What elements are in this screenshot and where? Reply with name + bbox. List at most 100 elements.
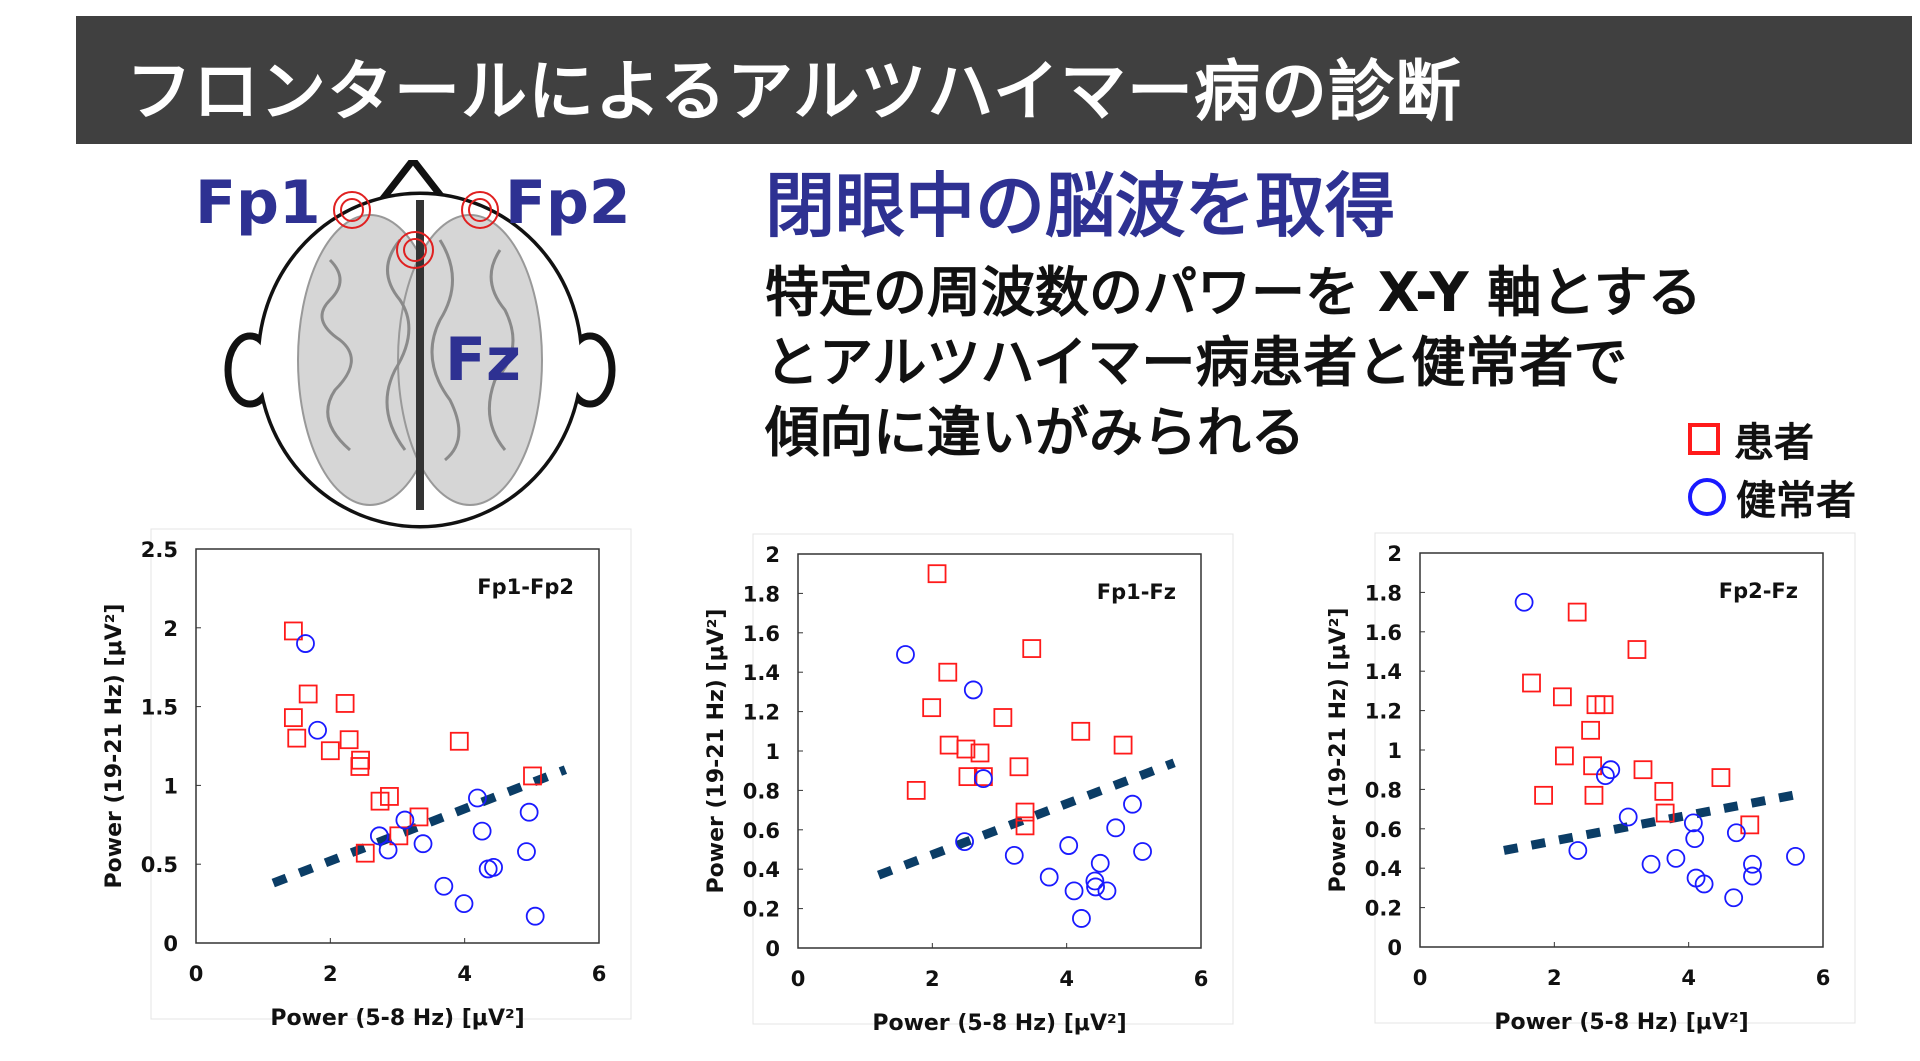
healthy-point [1685,829,1705,849]
healthy-point [1097,881,1117,901]
patient-point [922,698,942,718]
y-tick-label: 0 [163,932,178,956]
y-tick-label: 1.6 [1365,621,1402,645]
plot-area [1419,552,1824,948]
patient-point [1071,721,1091,741]
legend-item-healthy: 健常者 [1688,468,1856,526]
healthy-point [1595,766,1615,786]
healthy-point [395,810,415,830]
y-tick-label: 0 [1387,936,1402,960]
electrode-markers [333,191,499,269]
healthy-point [1568,841,1588,860]
patient-point [927,564,947,584]
description-line: とアルツハイマー病患者と健常者で [765,331,1628,394]
patient-point [1583,756,1603,776]
healthy-point [1514,592,1534,612]
patient-point [1594,695,1614,715]
patient-point [449,731,469,751]
y-tick-label: 1.2 [743,701,780,725]
healthy-point [1743,854,1762,874]
healthy-point [963,680,983,700]
healthy-point [1724,888,1744,908]
description-line: 特定の周波数のパワーを X-Y 軸とする [765,261,1702,324]
patient-point [355,843,375,863]
description-line: 傾向に違いがみられる [765,401,1305,464]
y-tick-label: 0.2 [1365,897,1402,921]
y-tick-label: 1 [1387,739,1402,763]
healthy-point [472,821,492,841]
y-tick-label: 0.6 [743,819,780,843]
y-tick-label: 0 [765,937,780,961]
healthy-point [519,802,539,822]
patient-point [287,728,307,748]
patient-point [523,766,542,786]
healthy-point [1743,866,1762,886]
legend: 患者 健常者 [1688,410,1856,526]
healthy-point [296,634,315,653]
patient-point [1555,746,1574,766]
healthy-point [1618,807,1638,827]
patient-point [906,780,926,800]
electrode-label-fz: Fz [445,325,521,395]
y-tick-label: 0.6 [1365,818,1402,842]
decision-boundary-line [271,765,568,888]
patient-point [283,621,303,641]
decision-boundary-line [1503,790,1794,855]
square-marker-icon [1688,423,1720,455]
healthy-point [1059,836,1079,855]
plot-area [195,548,600,944]
healthy-point [468,788,487,808]
patient-point [1711,768,1731,787]
patient-point [1581,720,1601,740]
healthy-point [308,720,327,740]
y-axis-label: Power (19-21 Hz) [μV²] [1326,608,1351,893]
x-axis-label: Power (5-8 Hz) [μV²] [1494,1010,1748,1035]
patient-point [956,739,976,759]
patient-point [1113,735,1133,755]
patient-point [283,708,303,728]
y-tick-label: 1.8 [1365,581,1402,605]
healthy-point [973,769,993,788]
healthy-point [1039,867,1059,887]
y-tick-label: 1 [765,740,780,764]
chart-fp1-fp2: 0 2 4 6 0 0.5 1 1.5 2 2.5 Fp1-Fp2 Power (5-8 Hz) [μ… [102,528,669,1031]
healthy-point [1666,848,1686,868]
y-tick-label: 2 [765,543,780,567]
y-tick-label: 1.2 [1365,700,1402,724]
x-tick-label: 6 [1194,967,1209,991]
x-tick-label: 2 [323,962,338,986]
y-tick-label: 2.5 [141,538,178,562]
x-tick-label: 6 [1816,966,1831,990]
patient-point [1522,673,1541,693]
y-tick-label: 1 [163,774,178,798]
y-tick-label: 1.4 [1365,660,1402,684]
x-axis-label: Power (5-8 Hz) [μV²] [270,1006,524,1031]
page-title: フロンタールによるアルツハイマー病の診断 [126,53,1463,130]
x-tick-label: 4 [457,962,472,986]
patient-point [1567,602,1587,622]
healthy-point [1086,877,1105,897]
patient-point [1022,639,1042,658]
x-tick-label: 2 [1547,966,1562,990]
healthy-point [1694,874,1714,894]
x-tick-label: 4 [1059,967,1074,991]
patient-point [1633,760,1653,780]
healthy-point [378,840,398,860]
patient-point [320,741,340,761]
patient-point [335,694,355,713]
patient-point [409,807,429,827]
panel-border [150,528,632,1020]
x-tick-label: 4 [1681,966,1696,990]
patient-point [1627,640,1647,659]
y-axis-label: Power (19-21 Hz) [μV²] [704,609,729,894]
x-tick-label: 0 [1413,966,1428,990]
legend-label: 患者 [1734,420,1814,466]
y-tick-label: 0.4 [743,858,780,882]
x-tick-label: 0 [189,962,204,986]
y-tick-label: 1.4 [743,661,780,685]
chart-title: Fp2-Fz [1719,579,1798,603]
head-diagram [200,154,640,530]
healthy-point [955,832,974,852]
y-tick-label: 0.8 [743,779,780,803]
patient-point [1015,816,1035,836]
